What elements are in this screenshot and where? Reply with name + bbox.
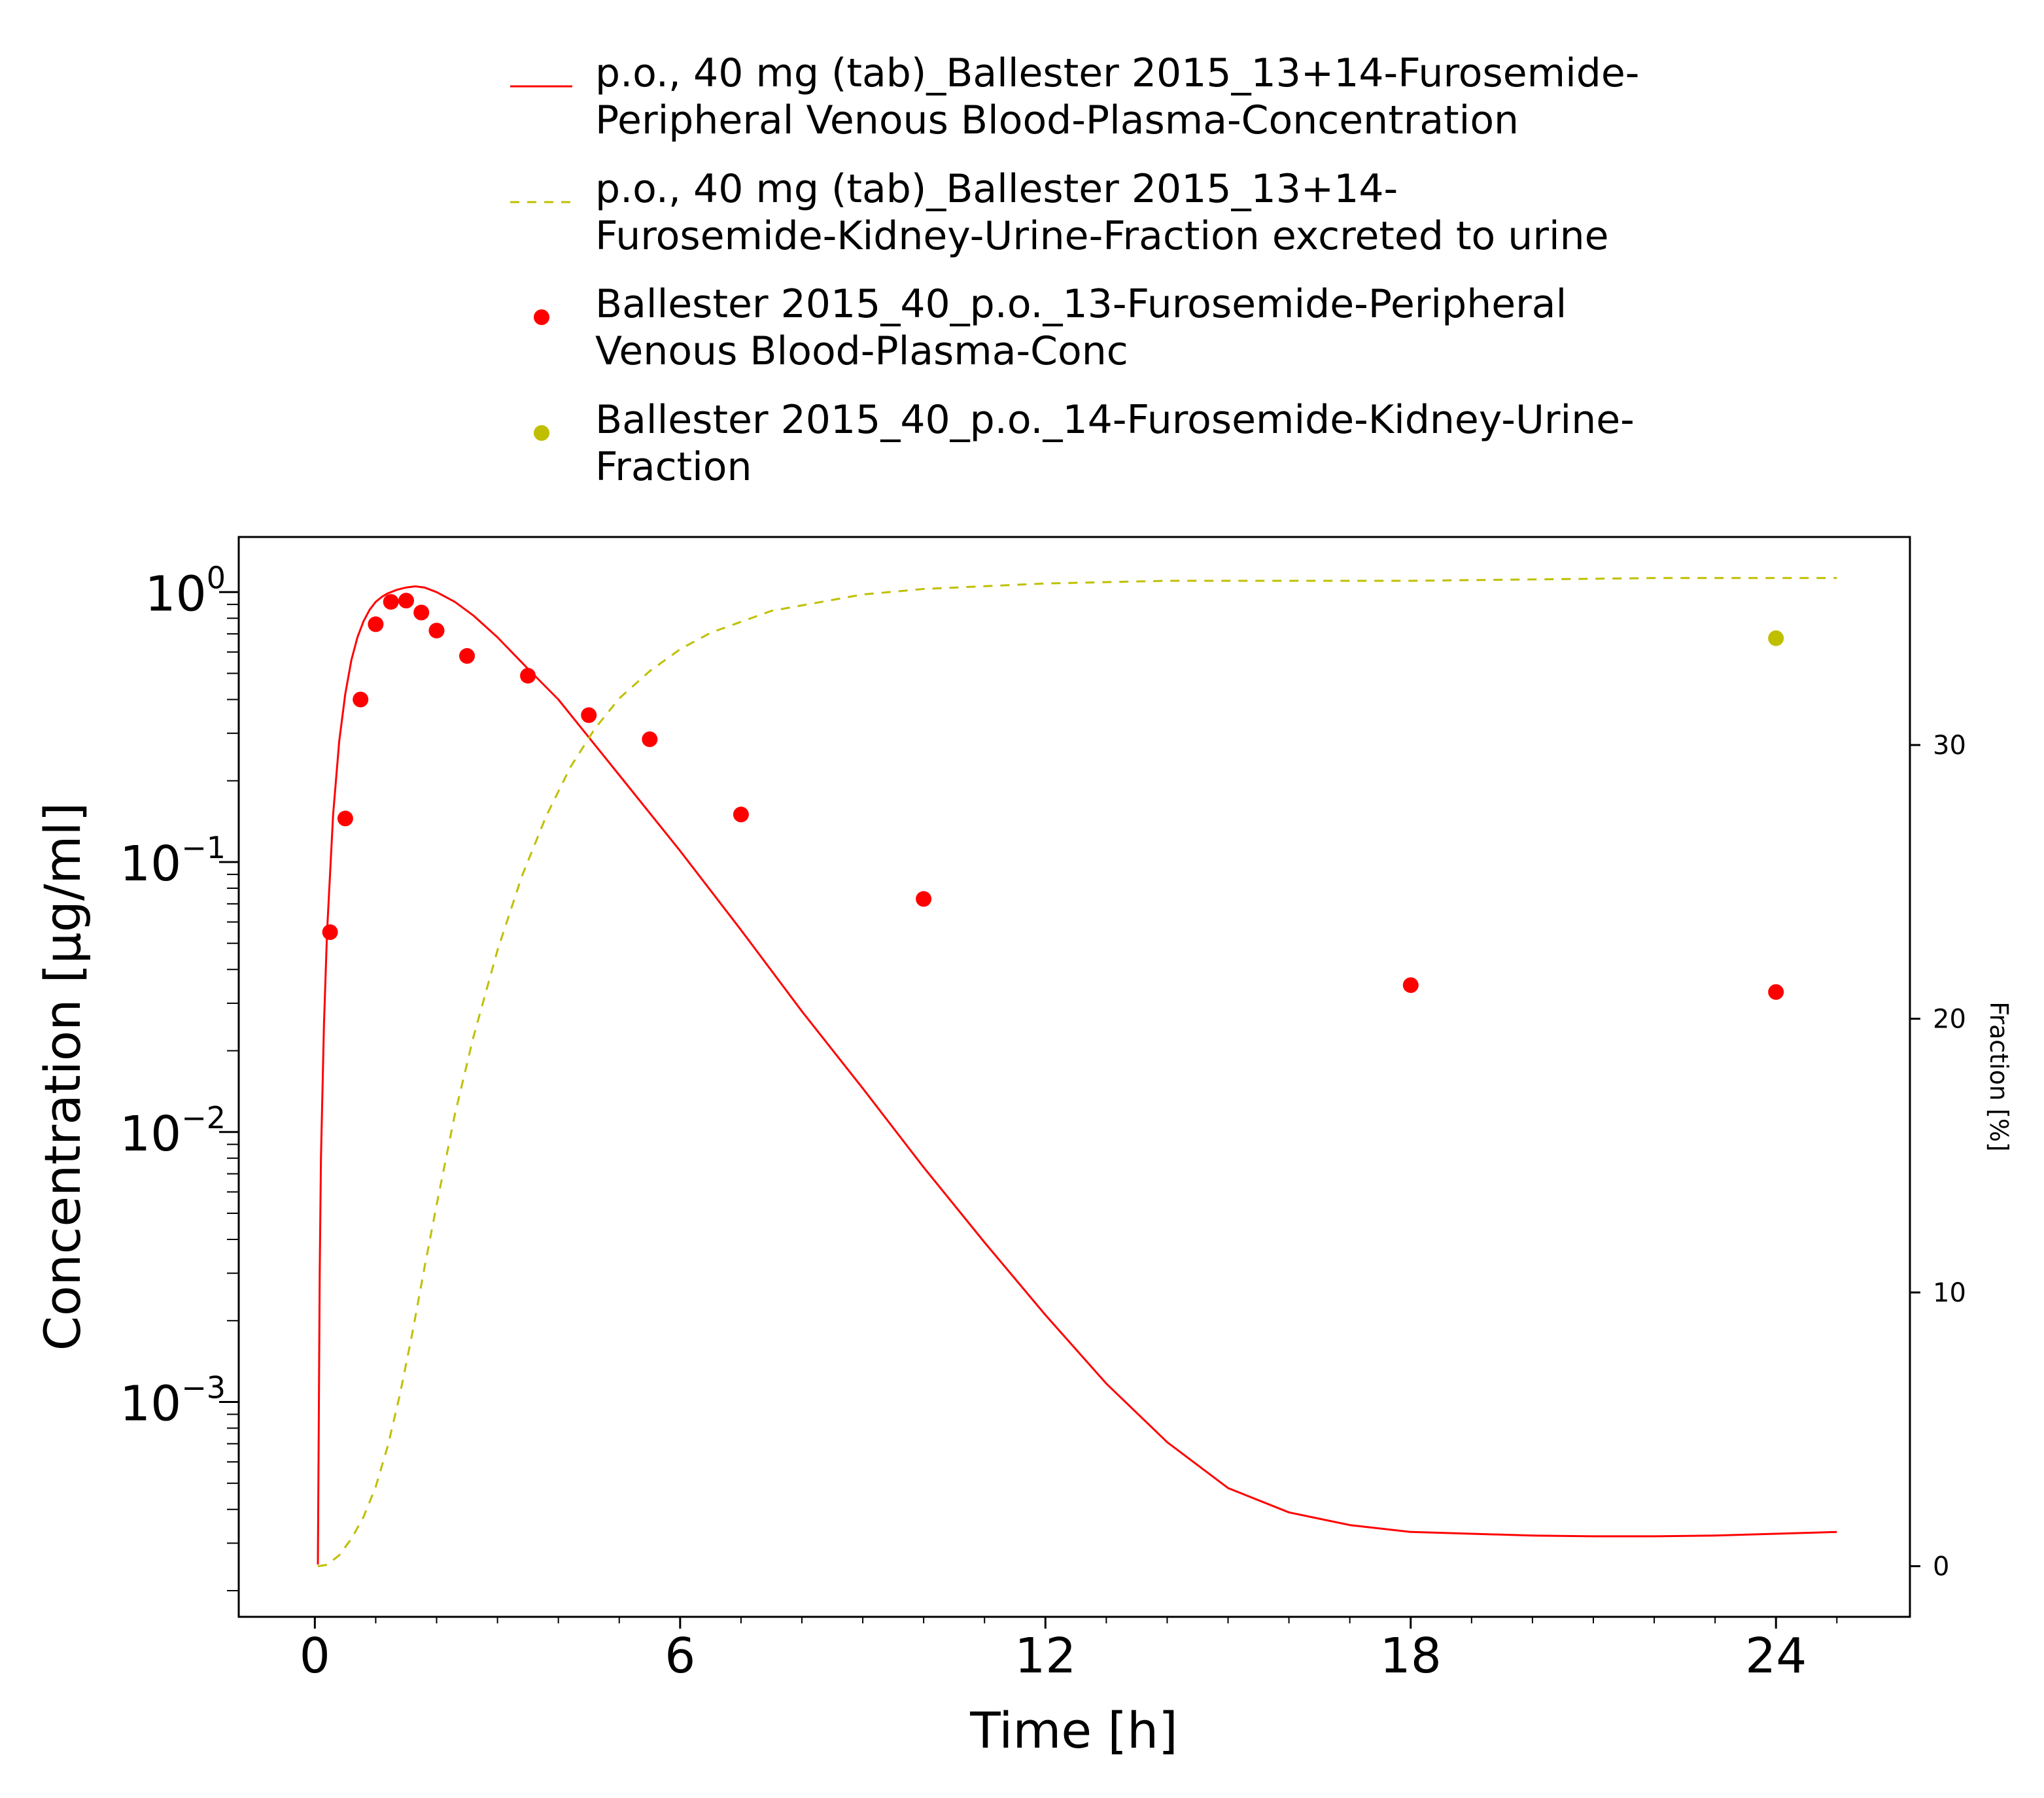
y2-tick-label: 10 [1933,1278,1966,1308]
observed-plasma-concentration-point [383,594,399,610]
y-tick-label: 100 [145,560,226,622]
observed-plasma-concentration-point [322,924,338,941]
y-tick-label: 10−3 [120,1370,226,1432]
observed-plasma-concentration-point [1402,977,1419,994]
legend-entry-text: Ballester 2015_40_p.o._14-Furosemide-Kid… [595,397,1635,443]
legend-entry-text: Furosemide-Kidney-Urine-Fraction excrete… [595,213,1609,259]
legend-dot-marker [534,309,549,325]
y-axis-label: Concentration [µg/ml] [33,803,92,1351]
observed-plasma-concentration-point [368,616,384,632]
x-axis-label: Time [h] [969,1701,1178,1759]
axes [237,536,1911,1618]
legend-entry-text: Ballester 2015_40_p.o._13-Furosemide-Per… [595,281,1567,327]
legend-entry-text: p.o., 40 mg (tab)_Ballester 2015_13+14-F… [595,50,1639,96]
x-tick-label: 18 [1380,1628,1442,1684]
legend-entry-text: p.o., 40 mg (tab)_Ballester 2015_13+14- [595,166,1398,212]
observed-plasma-concentration-point [337,810,353,827]
observed-urine-fraction-point [1768,630,1784,646]
legend-dot-marker [534,425,549,441]
observed-plasma-concentration-point [642,731,658,748]
x-tick-label: 24 [1745,1628,1807,1684]
observed-plasma-concentration-point [733,806,749,823]
y-tick-label: 10−1 [120,830,226,892]
y-tick-label: 10−2 [120,1100,226,1162]
observed-plasma-concentration-point [398,593,414,609]
observed-plasma-concentration-point [459,648,475,664]
observed-plasma-concentration-point [353,691,369,708]
legend-entry-text: Fraction [595,444,752,490]
observed-plasma-concentration-point [1768,984,1784,1000]
y2-tick-label: 20 [1933,1005,1966,1035]
legend: p.o., 40 mg (tab)_Ballester 2015_13+14-F… [510,50,1639,490]
x-tick-label: 0 [300,1628,330,1684]
series [317,577,1837,1568]
observed-plasma-concentration-point [581,707,597,723]
y2-tick-label: 30 [1933,731,1966,761]
simulated-plasma-concentration-line [317,585,1837,1565]
legend-entry-text: Venous Blood-Plasma-Conc [595,328,1128,374]
observed-plasma-concentration-point [428,623,445,639]
x-tick-label: 12 [1014,1628,1076,1684]
observed-plasma-concentration-point [413,604,430,621]
legend-entry-text: Peripheral Venous Blood-Plasma-Concentra… [595,97,1519,143]
observed-plasma-concentration-point [520,668,536,684]
ticks: 0 6 12 18 24 100 10−1 10−2 10−3 0 10 20 30 [120,560,1966,1684]
y2-tick-label: 0 [1933,1552,1949,1582]
y2-axis-label: Fraction [%] [1984,1001,2013,1152]
x-tick-label: 6 [665,1628,695,1684]
observed-plasma-concentration-point [916,891,932,907]
simulated-urine-fraction-line [317,577,1837,1568]
plot-frame [237,536,1911,1618]
